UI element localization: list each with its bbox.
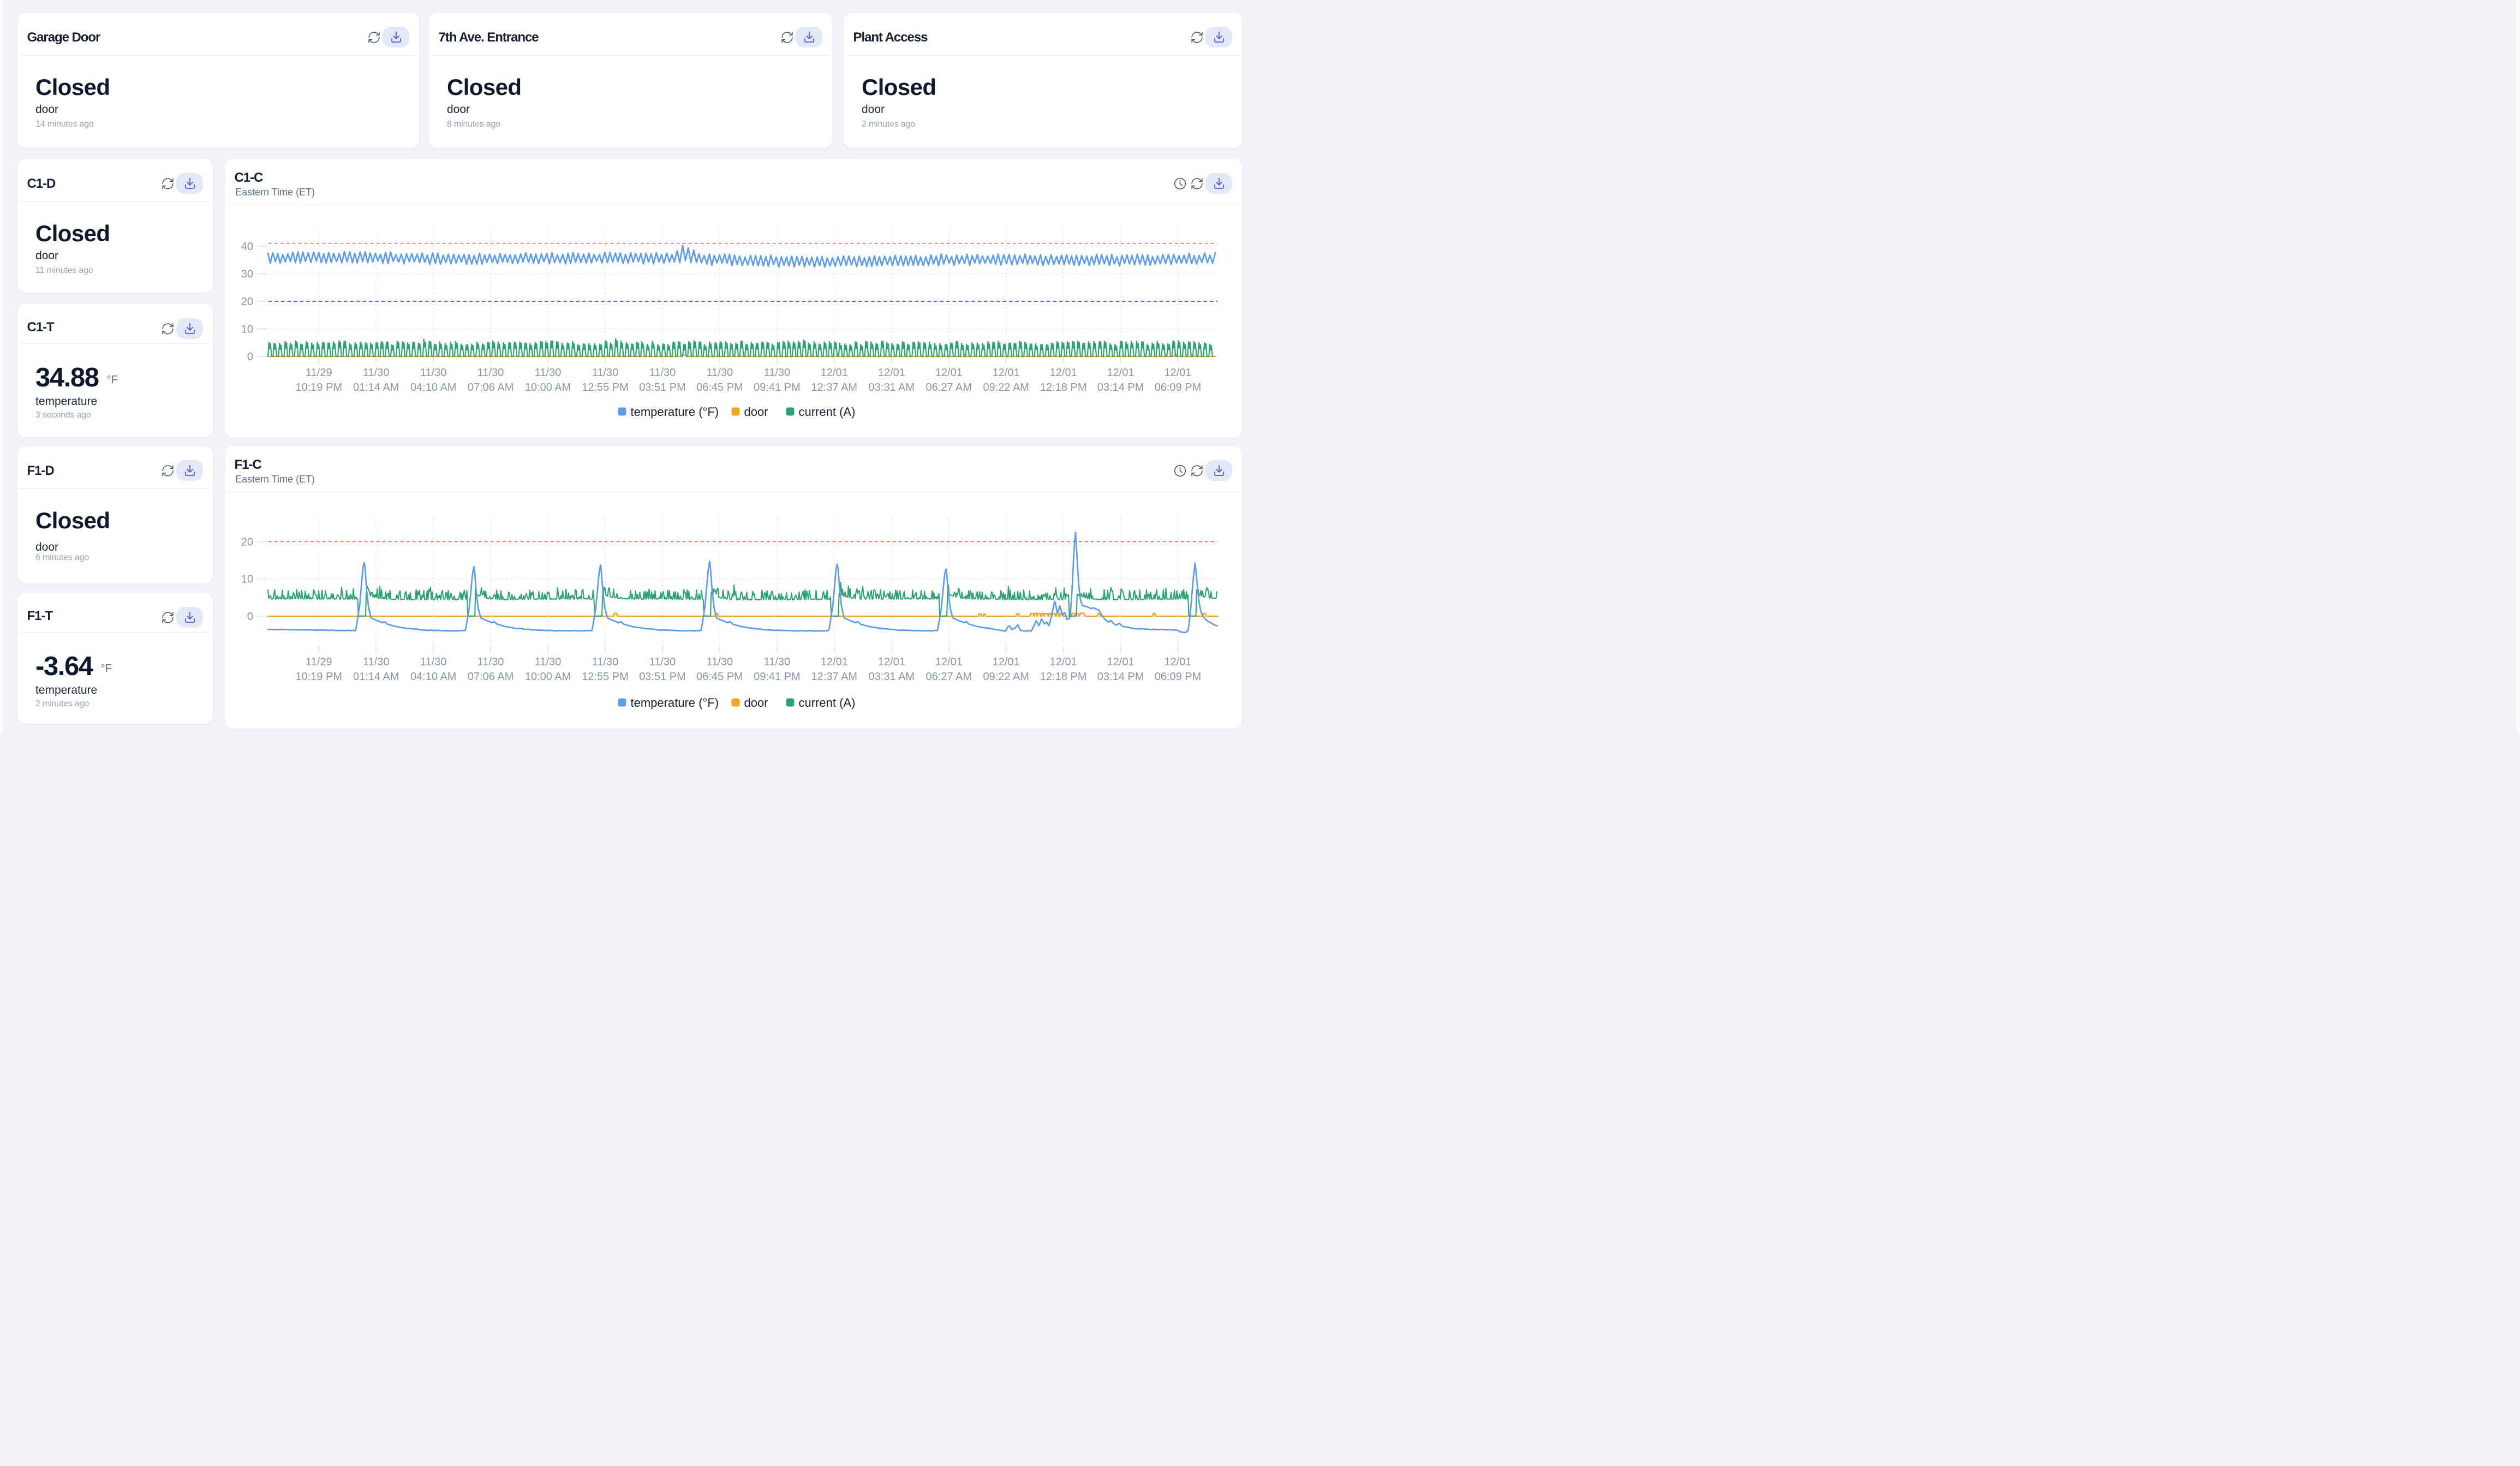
svg-text:temperature (°F): temperature (°F) <box>631 405 719 419</box>
svg-text:12/01: 12/01 <box>935 367 963 379</box>
svg-text:06:09 PM: 06:09 PM <box>1155 671 1202 683</box>
svg-text:10:19 PM: 10:19 PM <box>295 671 342 683</box>
svg-text:06:45 PM: 06:45 PM <box>696 382 743 394</box>
svg-text:door: door <box>744 405 768 419</box>
svg-text:11/30: 11/30 <box>477 367 504 379</box>
svg-text:10:00 AM: 10:00 AM <box>525 382 571 394</box>
svg-text:12/01: 12/01 <box>1107 656 1134 668</box>
svg-text:12/01: 12/01 <box>1050 367 1077 379</box>
svg-text:10:19 PM: 10:19 PM <box>295 382 342 394</box>
svg-text:01:14 AM: 01:14 AM <box>353 382 399 394</box>
svg-text:01:14 AM: 01:14 AM <box>353 671 399 683</box>
svg-text:12:55 PM: 12:55 PM <box>582 382 629 394</box>
svg-text:09:22 AM: 09:22 AM <box>983 382 1029 394</box>
svg-text:03:14 PM: 03:14 PM <box>1097 671 1144 683</box>
svg-text:temperature (°F): temperature (°F) <box>631 696 719 710</box>
svg-text:09:41 PM: 09:41 PM <box>754 382 801 394</box>
svg-text:11/30: 11/30 <box>592 367 619 379</box>
svg-text:11/30: 11/30 <box>707 367 733 379</box>
svg-text:11/30: 11/30 <box>649 367 676 379</box>
svg-text:12/01: 12/01 <box>993 367 1020 379</box>
svg-text:11/30: 11/30 <box>420 656 447 668</box>
svg-text:10: 10 <box>241 324 253 336</box>
svg-text:06:27 AM: 06:27 AM <box>926 382 972 394</box>
svg-text:12/01: 12/01 <box>878 656 905 668</box>
svg-text:12/01: 12/01 <box>878 367 905 379</box>
svg-text:40: 40 <box>241 241 253 253</box>
svg-text:04:10 AM: 04:10 AM <box>410 671 457 683</box>
svg-text:11/30: 11/30 <box>420 367 447 379</box>
svg-text:11/30: 11/30 <box>764 656 791 668</box>
svg-text:12/01: 12/01 <box>1050 656 1077 668</box>
svg-text:10:00 AM: 10:00 AM <box>525 671 571 683</box>
svg-text:11/30: 11/30 <box>592 656 619 668</box>
svg-text:20: 20 <box>241 296 253 308</box>
svg-text:door: door <box>744 696 768 710</box>
svg-text:current (A): current (A) <box>799 696 856 710</box>
svg-text:06:09 PM: 06:09 PM <box>1155 382 1202 394</box>
svg-text:11/30: 11/30 <box>535 656 562 668</box>
svg-text:12:55 PM: 12:55 PM <box>582 671 629 683</box>
svg-text:11/30: 11/30 <box>764 367 791 379</box>
svg-text:12/01: 12/01 <box>1107 367 1134 379</box>
svg-text:11/30: 11/30 <box>363 656 390 668</box>
svg-text:07:06 AM: 07:06 AM <box>468 382 514 394</box>
svg-text:20: 20 <box>241 536 253 548</box>
svg-text:03:14 PM: 03:14 PM <box>1097 382 1144 394</box>
svg-text:12/01: 12/01 <box>1164 656 1191 668</box>
svg-text:12/01: 12/01 <box>821 367 848 379</box>
svg-text:12:37 AM: 12:37 AM <box>811 671 858 683</box>
svg-text:10: 10 <box>241 574 253 586</box>
svg-text:11/29: 11/29 <box>306 367 332 379</box>
svg-text:0: 0 <box>247 611 253 623</box>
svg-text:06:27 AM: 06:27 AM <box>926 671 972 683</box>
svg-text:03:31 AM: 03:31 AM <box>869 671 915 683</box>
svg-text:12:18 PM: 12:18 PM <box>1040 671 1087 683</box>
svg-text:03:51 PM: 03:51 PM <box>639 382 686 394</box>
svg-text:03:51 PM: 03:51 PM <box>639 671 686 683</box>
svg-text:30: 30 <box>241 269 253 281</box>
svg-text:06:45 PM: 06:45 PM <box>696 671 743 683</box>
svg-text:0: 0 <box>247 351 253 363</box>
svg-text:11/30: 11/30 <box>535 367 562 379</box>
svg-text:03:31 AM: 03:31 AM <box>869 382 915 394</box>
svg-text:current (A): current (A) <box>799 405 856 419</box>
svg-text:12/01: 12/01 <box>935 656 963 668</box>
svg-text:11/30: 11/30 <box>477 656 504 668</box>
svg-text:09:22 AM: 09:22 AM <box>983 671 1029 683</box>
svg-text:04:10 AM: 04:10 AM <box>410 382 457 394</box>
svg-text:12:18 PM: 12:18 PM <box>1040 382 1087 394</box>
svg-text:12/01: 12/01 <box>1164 367 1191 379</box>
svg-text:12/01: 12/01 <box>993 656 1020 668</box>
svg-text:07:06 AM: 07:06 AM <box>468 671 514 683</box>
svg-text:09:41 PM: 09:41 PM <box>754 671 801 683</box>
svg-text:11/30: 11/30 <box>707 656 733 668</box>
svg-text:12/01: 12/01 <box>821 656 848 668</box>
svg-text:11/29: 11/29 <box>306 656 332 668</box>
svg-text:12:37 AM: 12:37 AM <box>811 382 858 394</box>
svg-text:11/30: 11/30 <box>649 656 676 668</box>
svg-text:11/30: 11/30 <box>363 367 390 379</box>
